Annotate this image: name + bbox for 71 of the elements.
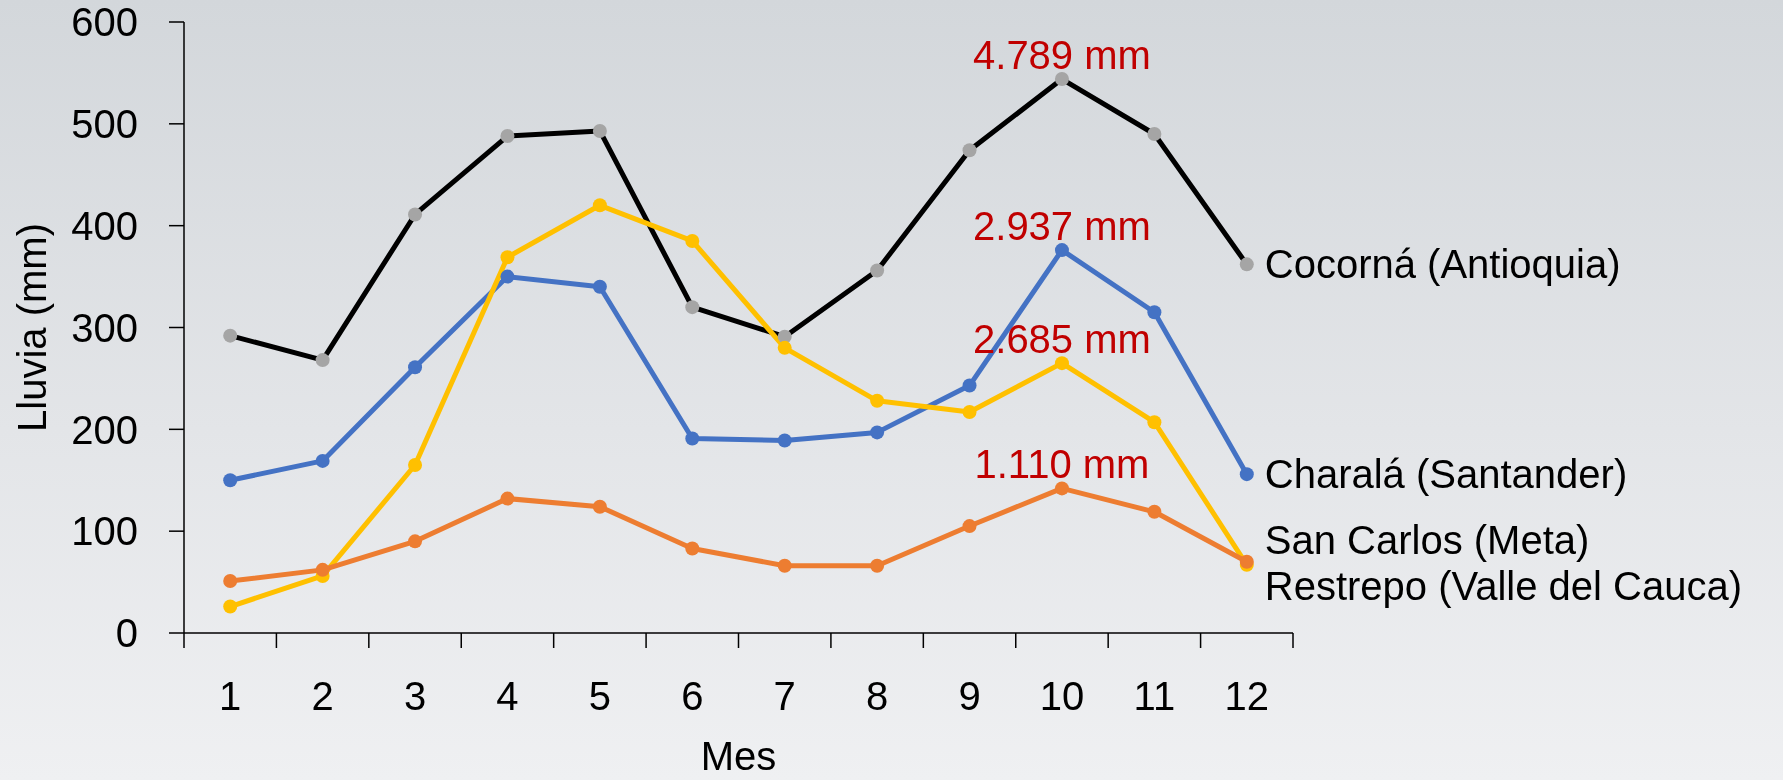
point bbox=[592, 198, 607, 213]
point bbox=[1054, 481, 1069, 496]
y-tick-label: 0 bbox=[115, 611, 138, 656]
point bbox=[870, 393, 885, 408]
point bbox=[777, 433, 792, 448]
point bbox=[500, 491, 515, 506]
point bbox=[1147, 415, 1162, 430]
point bbox=[962, 519, 977, 534]
point bbox=[223, 574, 238, 589]
x-tick-label: 8 bbox=[866, 674, 889, 718]
point bbox=[500, 129, 515, 144]
point bbox=[685, 300, 700, 315]
x-tick-label: 4 bbox=[496, 674, 519, 718]
series-label: Charalá (Santander) bbox=[1264, 452, 1628, 497]
series-label: San Carlos (Meta) bbox=[1264, 518, 1590, 563]
point bbox=[408, 534, 423, 549]
point bbox=[1147, 504, 1162, 519]
point bbox=[500, 250, 515, 265]
x-tick-label: 6 bbox=[681, 674, 704, 718]
y-tick-label: 500 bbox=[71, 102, 138, 147]
point bbox=[223, 473, 238, 488]
point bbox=[1054, 72, 1069, 87]
series-label: Restrepo (Valle del Cauca) bbox=[1264, 564, 1743, 609]
series-label: Cocorná (Antioquia) bbox=[1264, 242, 1621, 287]
point bbox=[1239, 257, 1254, 272]
point bbox=[1147, 305, 1162, 320]
y-tick-label: 300 bbox=[71, 305, 138, 350]
point bbox=[592, 499, 607, 514]
y-tick-label: 100 bbox=[71, 509, 138, 554]
point bbox=[777, 558, 792, 573]
point bbox=[592, 123, 607, 138]
x-tick-label: 7 bbox=[773, 674, 796, 718]
y-tick-label: 200 bbox=[71, 407, 138, 452]
x-tick-label: 1 bbox=[219, 674, 242, 718]
annotation: 4.789 mm bbox=[973, 33, 1151, 78]
point bbox=[1147, 127, 1162, 142]
point bbox=[777, 340, 792, 355]
x-tick-label: 11 bbox=[1133, 674, 1176, 718]
point bbox=[223, 599, 238, 614]
x-tick-label: 5 bbox=[588, 674, 611, 718]
point bbox=[685, 431, 700, 446]
x-tick-label: 10 bbox=[1039, 674, 1085, 718]
point bbox=[962, 405, 977, 420]
point bbox=[408, 457, 423, 472]
x-tick-label: 12 bbox=[1224, 674, 1270, 718]
point bbox=[870, 425, 885, 440]
point bbox=[408, 360, 423, 375]
point bbox=[315, 453, 330, 468]
point bbox=[592, 279, 607, 294]
y-tick-label: 400 bbox=[71, 203, 138, 248]
x-tick-label: 9 bbox=[958, 674, 981, 718]
point bbox=[870, 263, 885, 278]
point bbox=[315, 353, 330, 368]
point bbox=[1054, 243, 1069, 258]
x-axis-title: Mes bbox=[700, 734, 777, 778]
point bbox=[223, 328, 238, 343]
point bbox=[408, 207, 423, 222]
x-tick-label: 3 bbox=[403, 674, 427, 718]
point bbox=[500, 269, 515, 284]
annotation: 2.937 mm bbox=[973, 204, 1151, 249]
point bbox=[962, 378, 977, 393]
point bbox=[962, 143, 977, 158]
point bbox=[1239, 467, 1254, 482]
point bbox=[685, 541, 700, 556]
point bbox=[315, 562, 330, 577]
y-tick-label: 600 bbox=[71, 0, 138, 45]
y-axis-title: Lluvia (mm) bbox=[10, 223, 54, 432]
point bbox=[870, 558, 885, 573]
x-tick-label: 2 bbox=[311, 674, 334, 718]
annotation: 1.110 mm bbox=[974, 442, 1150, 487]
point bbox=[685, 233, 700, 248]
